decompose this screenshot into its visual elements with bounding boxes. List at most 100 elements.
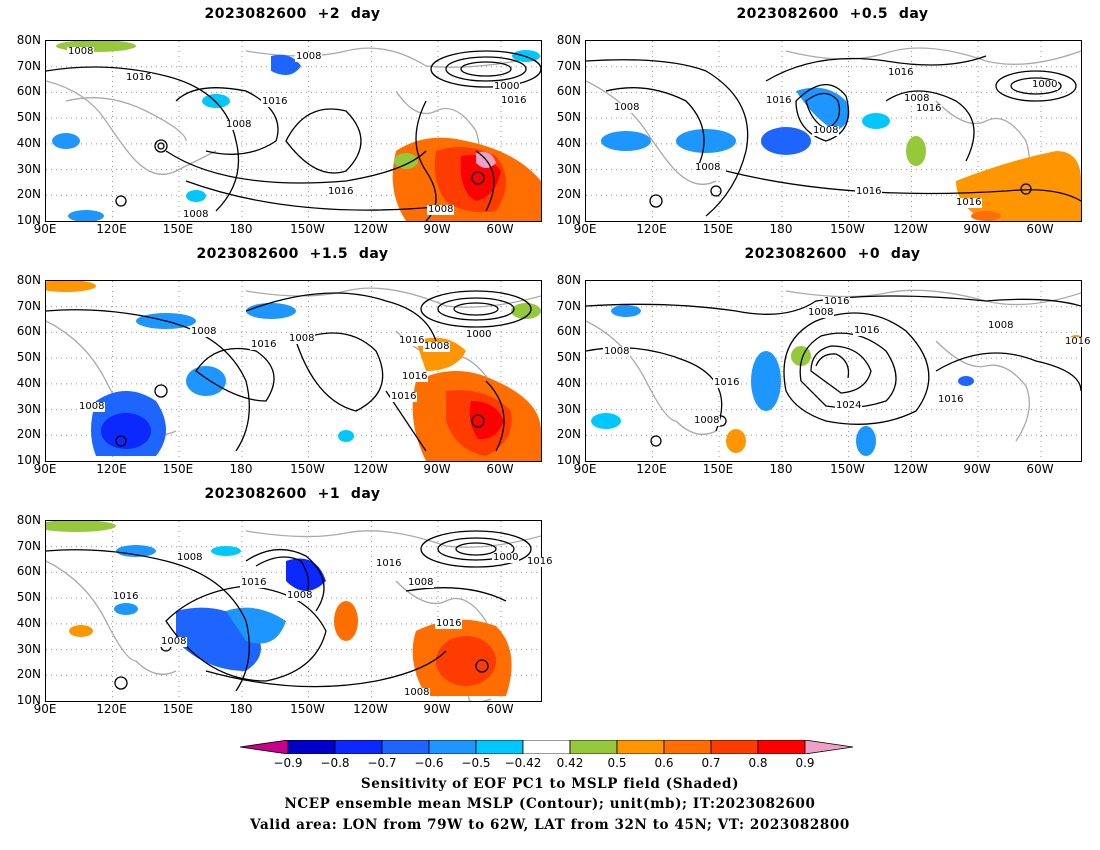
lat-tick-label: 40N [16, 615, 41, 630]
contour-label: 1008 [67, 46, 95, 57]
lat-tick-label: 10N [556, 453, 581, 467]
contour-label: 1016 [261, 96, 289, 107]
lon-tick-label: 60W [486, 462, 514, 476]
contour-label: 1008 [903, 93, 931, 104]
lat-tick-label: 80N [16, 33, 41, 47]
mslp-contours [46, 530, 532, 692]
colorbar-tick-label: 0.42 [556, 756, 584, 770]
contour-label: 1016 [887, 67, 915, 78]
lon-tick-label: 60W [1026, 462, 1054, 476]
lon-tick-label: 150W [830, 222, 865, 236]
map-canvas-p15 [46, 281, 541, 461]
map-canvas-p0 [586, 281, 1081, 461]
lon-tick-label: 90W [423, 462, 451, 476]
colorbar-swatch [381, 740, 430, 754]
lat-tick-label: 30N [16, 401, 41, 416]
lat-tick-label: 80N [16, 273, 41, 287]
colorbar-tick-label: −0.5 [461, 756, 491, 770]
lon-tick-label: 120W [893, 462, 928, 476]
lon-tick-label: 60W [486, 222, 514, 236]
lat-tick-label: 20N [16, 427, 41, 442]
lon-tick-label: 150E [702, 462, 734, 476]
colorbar-swatch [475, 740, 524, 754]
contour-label: 1016 [500, 95, 528, 106]
colorbar-tick-label: 0.8 [748, 756, 768, 770]
lat-tick-label: 60N [556, 84, 581, 99]
contour-label: 1016 [823, 296, 851, 307]
lon-tick-label: 150E [702, 222, 734, 236]
colorbar-swatch [522, 740, 571, 754]
contour-label: 1016 [1064, 336, 1092, 347]
colorbar-tick-label: −0.8 [320, 756, 350, 770]
positive-sensitivity [46, 281, 541, 461]
map-plus-2-day [45, 40, 542, 222]
panel-title: 2023082600 +1 day [204, 486, 381, 502]
lat-tick-label: 50N [556, 350, 581, 365]
caption-valid-area: Valid area: LON from 79W to 62W, LAT fro… [250, 817, 850, 833]
map-plus-1-day [45, 520, 542, 702]
lon-tick-label: 180 [229, 222, 253, 236]
lat-tick-label: 70N [16, 538, 41, 553]
contour-label: 1016 [955, 197, 983, 208]
negative-sensitivity [591, 305, 974, 456]
lat-tick-label: 10N [16, 693, 41, 707]
contour-label: 1008 [78, 401, 106, 412]
contour-label: 1016 [125, 72, 153, 83]
contour-label: 1016 [112, 591, 140, 602]
lat-tick-label: 10N [556, 213, 581, 227]
contour-label: 1008 [225, 119, 253, 130]
lat-tick-label: 70N [16, 298, 41, 313]
map-canvas-p2 [46, 41, 541, 221]
contour-label: 1008 [286, 590, 314, 601]
contour-label: 1016 [855, 186, 883, 197]
contour-label: 1008 [423, 341, 451, 352]
lon-tick-label: 150E [162, 702, 194, 716]
lon-tick-label: 120W [353, 702, 388, 716]
lat-tick-label: 20N [16, 667, 41, 682]
contour-label: 1016 [435, 618, 463, 629]
contour-label: 1024 [835, 400, 863, 411]
lat-tick-label: 20N [16, 187, 41, 202]
lat-tick-label: 10N [16, 453, 41, 467]
negative-sensitivity [52, 50, 540, 221]
lat-tick-label: 30N [16, 161, 41, 176]
lat-tick-label: 50N [16, 110, 41, 125]
contour-label: 1016 [375, 558, 403, 569]
colorbar-swatch [428, 740, 477, 754]
contour-label: 1016 [398, 335, 426, 346]
colorbar-tick-label: −0.9 [273, 756, 303, 770]
colorbar-swatch [710, 740, 759, 754]
contour-label: 1016 [853, 325, 881, 336]
lat-tick-label: 50N [16, 350, 41, 365]
contour-label: 1008 [613, 102, 641, 113]
contour-label: 1008 [427, 204, 455, 215]
colorbar-swatch [616, 740, 665, 754]
lon-tick-label: 120E [96, 222, 127, 236]
positive-sensitivity [906, 136, 1081, 221]
contour-label: 1008 [987, 320, 1015, 331]
lon-tick-label: 60W [486, 702, 514, 716]
colorbar-tick-label: −0.7 [367, 756, 397, 770]
lat-tick-label: 30N [16, 641, 41, 656]
lat-tick-label: 30N [556, 401, 581, 416]
mslp-contours [586, 295, 1081, 447]
lon-tick-label: 120W [893, 222, 928, 236]
map-canvas-p05 [586, 41, 1081, 221]
contour-label: 1016 [937, 394, 965, 405]
lon-tick-label: 90W [963, 462, 991, 476]
caption-contour: NCEP ensemble mean MSLP (Contour); unit(… [284, 796, 816, 812]
lon-tick-label: 180 [229, 462, 253, 476]
colorbar-tick-label: 0.9 [795, 756, 815, 770]
contour-label: 1016 [526, 556, 554, 567]
lat-tick-label: 70N [556, 58, 581, 73]
lat-tick-label: 60N [556, 324, 581, 339]
lat-tick-label: 20N [556, 187, 581, 202]
colorbar-tick-label: 0.5 [607, 756, 627, 770]
contour-label: 1000 [1031, 79, 1059, 90]
lon-tick-label: 150E [162, 462, 194, 476]
contour-label: 1008 [407, 577, 435, 588]
lon-tick-label: 90E [573, 462, 597, 476]
colorbar-tick-label: −0.6 [414, 756, 444, 770]
mslp-contours [46, 290, 532, 452]
lat-tick-label: 60N [16, 84, 41, 99]
